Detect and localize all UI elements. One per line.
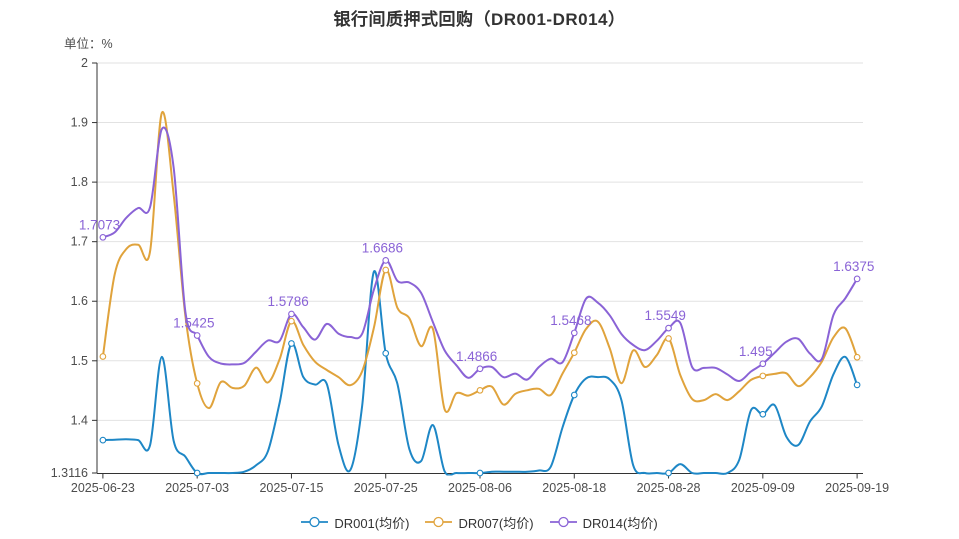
legend-marker-icon xyxy=(425,516,453,528)
data-point-marker[interactable] xyxy=(288,340,295,347)
data-point-marker[interactable] xyxy=(665,335,672,342)
y-tick-label: 1.6 xyxy=(71,294,88,308)
y-tick-label: 1.5 xyxy=(71,354,88,368)
x-tick-label: 2025-09-09 xyxy=(731,481,795,495)
legend-label: DR014(均价) xyxy=(582,515,658,531)
legend-marker-icon xyxy=(301,516,329,528)
legend-item-DR001[interactable]: DR001(均价) xyxy=(301,513,409,532)
data-point-marker[interactable] xyxy=(99,233,107,241)
data-point-marker[interactable] xyxy=(99,353,107,360)
data-point-marker[interactable] xyxy=(853,353,861,361)
data-point-marker[interactable] xyxy=(759,410,767,418)
x-tick-label: 2025-07-15 xyxy=(259,481,323,495)
legend-marker-icon xyxy=(549,516,577,528)
data-point-marker[interactable] xyxy=(193,469,201,477)
unit-label: 单位：% xyxy=(64,37,113,51)
data-point-marker[interactable] xyxy=(853,275,861,283)
data-point-marker[interactable] xyxy=(759,360,767,368)
x-tick-label: 2025-08-06 xyxy=(448,481,512,495)
data-point-marker[interactable] xyxy=(288,310,295,318)
x-tick-label: 2025-07-25 xyxy=(354,481,418,495)
x-tick-label: 2025-09-19 xyxy=(825,481,889,495)
data-point-marker[interactable] xyxy=(288,317,295,325)
series-line-DR014[interactable] xyxy=(101,126,859,383)
x-tick-label: 2025-06-23 xyxy=(71,481,135,495)
legend-label: DR001(均价) xyxy=(334,515,410,531)
data-point-marker[interactable] xyxy=(193,380,201,387)
x-tick-label: 2025-07-03 xyxy=(165,481,229,495)
data-point-marker[interactable] xyxy=(570,391,578,399)
point-value-label: 1.6375 xyxy=(833,259,874,274)
data-point-marker[interactable] xyxy=(570,329,578,337)
x-tick-label: 2025-08-18 xyxy=(542,481,606,495)
y-tick-label: 1.3116 xyxy=(51,466,88,480)
data-point-marker[interactable] xyxy=(382,257,390,264)
series-line-DR001[interactable] xyxy=(101,270,859,476)
y-tick-label: 1.8 xyxy=(71,175,88,189)
chart-title: 银行间质押式回购（DR001-DR014） xyxy=(333,10,626,29)
legend: DR001(均价) DR007(均价) DR014(均价) xyxy=(0,510,959,534)
point-value-label: 1.5468 xyxy=(550,313,591,328)
data-point-marker[interactable] xyxy=(853,381,861,389)
series-line-DR007[interactable] xyxy=(101,110,859,413)
point-value-label: 1.5549 xyxy=(645,308,686,323)
data-point-marker[interactable] xyxy=(382,266,390,274)
y-tick-label: 2 xyxy=(81,56,88,70)
legend-label: DR007(均价) xyxy=(458,515,534,531)
data-point-marker[interactable] xyxy=(665,469,672,477)
y-tick-label: 1.4 xyxy=(71,413,88,427)
legend-item-DR014[interactable]: DR014(均价) xyxy=(549,513,658,532)
data-point-marker[interactable] xyxy=(99,436,107,444)
data-point-marker[interactable] xyxy=(476,469,484,477)
data-point-marker[interactable] xyxy=(476,386,484,394)
data-point-marker[interactable] xyxy=(382,349,390,357)
point-value-label: 1.5786 xyxy=(267,294,308,309)
point-value-label: 1.4866 xyxy=(456,349,497,364)
point-value-label: 1.7073 xyxy=(79,217,120,232)
data-point-marker[interactable] xyxy=(570,349,578,357)
point-value-label: 1.5425 xyxy=(173,315,214,330)
y-tick-label: 1.7 xyxy=(71,235,88,249)
data-point-marker[interactable] xyxy=(759,372,767,380)
point-value-label: 1.495 xyxy=(739,344,773,359)
y-tick-label: 1.9 xyxy=(71,116,88,130)
data-point-marker[interactable] xyxy=(193,332,201,339)
legend-item-DR007[interactable]: DR007(均价) xyxy=(425,513,534,532)
point-value-label: 1.6686 xyxy=(362,240,403,255)
data-point-marker[interactable] xyxy=(476,365,484,373)
x-tick-label: 2025-08-28 xyxy=(637,481,701,495)
data-point-marker[interactable] xyxy=(665,324,672,332)
